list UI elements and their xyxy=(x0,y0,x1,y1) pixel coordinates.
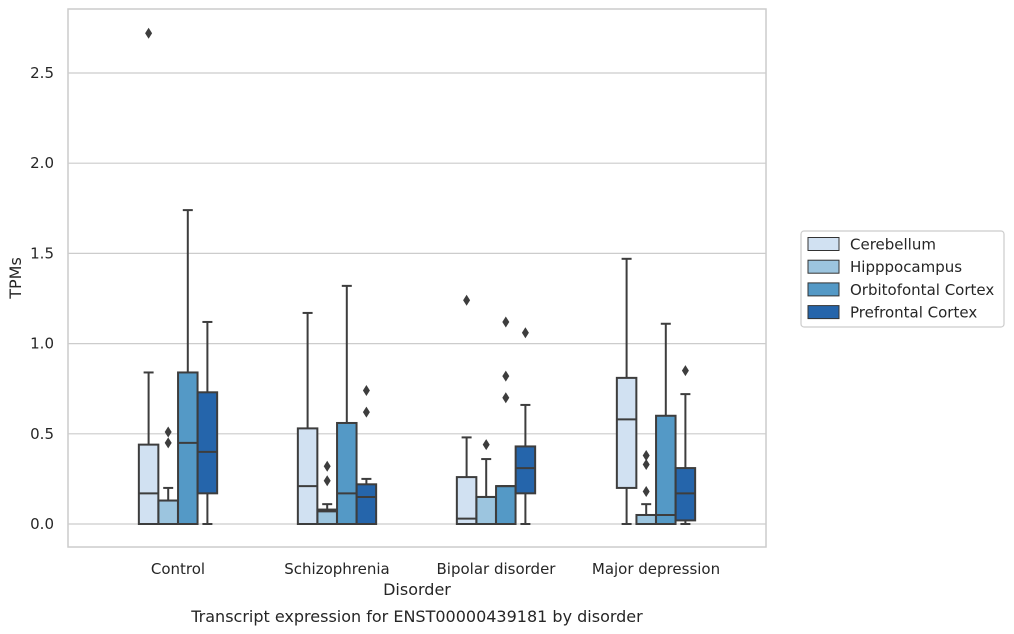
legend-swatch xyxy=(807,305,840,320)
box-1-1 xyxy=(316,460,338,525)
plot-frame xyxy=(67,8,767,548)
box-1-2 xyxy=(336,284,358,526)
box-3-3 xyxy=(674,365,697,525)
outlier-point xyxy=(681,365,689,377)
legend-item: Prefrontal Cortex xyxy=(807,304,977,322)
box-1-3 xyxy=(355,385,378,526)
legend-frame xyxy=(800,230,1005,328)
y-tick-label: 0.5 xyxy=(30,425,54,443)
box-3-0 xyxy=(615,257,638,525)
outlier-point xyxy=(642,486,650,498)
box-body xyxy=(196,391,219,495)
outlier-point xyxy=(463,294,471,306)
outlier-point xyxy=(164,426,172,438)
box-body xyxy=(514,445,537,495)
box-body xyxy=(655,414,677,526)
y-tick-label: 0.0 xyxy=(30,515,54,533)
box-body xyxy=(615,376,638,489)
box-0-0 xyxy=(137,27,160,525)
outlier-point xyxy=(642,449,650,461)
box-3-1 xyxy=(635,449,657,525)
box-body xyxy=(177,371,199,525)
box-body xyxy=(635,513,657,525)
y-tick-labels: 0.0 0.5 1.0 1.5 2.0 2.5 xyxy=(30,64,54,533)
y-tick-label: 2.5 xyxy=(30,64,54,82)
box-2-0 xyxy=(455,294,478,526)
legend: Cerebellum Hipppocampus Orbitofontal Corte… xyxy=(800,230,1005,328)
x-tick-labels: Control Schizophrenia Bipolar disorder Majo… xyxy=(151,560,720,578)
legend-item: Hipppocampus xyxy=(807,258,962,276)
box-2-3 xyxy=(514,327,537,525)
legend-label: Orbitofontal Cortex xyxy=(850,281,994,299)
box-2-2 xyxy=(495,316,517,525)
outlier-point xyxy=(642,458,650,470)
box-body xyxy=(137,443,160,525)
y-tick-label: 1.5 xyxy=(30,244,54,262)
legend-swatch xyxy=(807,237,840,251)
outlier-point xyxy=(502,316,510,328)
box-3-2 xyxy=(655,322,677,526)
outlier-point xyxy=(362,385,370,397)
outlier-point xyxy=(164,437,172,449)
outlier-point xyxy=(362,406,370,418)
box-body xyxy=(455,476,478,526)
legend-label: Hipppocampus xyxy=(850,258,962,276)
outlier-point xyxy=(145,27,153,39)
outlier-point xyxy=(502,370,510,382)
x-tick-label: Schizophrenia xyxy=(284,560,389,578)
legend-item: Cerebellum xyxy=(807,236,936,254)
box-groups xyxy=(137,27,697,526)
legend-swatch xyxy=(807,259,840,274)
box-body xyxy=(495,485,517,525)
outlier-point xyxy=(502,392,510,404)
legend-item: Orbitofontal Cortex xyxy=(807,281,994,299)
legend-label: Prefrontal Cortex xyxy=(850,304,977,322)
legend-swatch xyxy=(807,282,840,297)
y-tick-label: 1.0 xyxy=(30,335,54,353)
x-tick-label: Major depression xyxy=(592,560,720,578)
box-body xyxy=(336,421,358,526)
box-body xyxy=(475,495,497,526)
box-0-3 xyxy=(196,320,219,525)
x-axis-label: Disorder xyxy=(383,580,451,599)
box-0-1 xyxy=(157,426,179,526)
y-tick-label: 2.0 xyxy=(30,154,54,172)
x-tick-label: Bipolar disorder xyxy=(437,560,557,578)
box-body xyxy=(296,427,319,525)
box-body xyxy=(157,499,179,526)
legend-label: Cerebellum xyxy=(850,236,936,254)
box-body xyxy=(355,483,378,526)
box-2-1 xyxy=(475,439,497,526)
outlier-point xyxy=(482,439,490,451)
outlier-point xyxy=(521,327,529,339)
box-0-2 xyxy=(177,209,199,525)
box-1-0 xyxy=(296,311,319,525)
chart-caption: Transcript expression for ENST0000043918… xyxy=(190,607,643,626)
outlier-point xyxy=(323,475,331,487)
outlier-point xyxy=(323,460,331,472)
y-axis-label: TPMs xyxy=(6,257,25,300)
x-tick-label: Control xyxy=(151,560,205,578)
